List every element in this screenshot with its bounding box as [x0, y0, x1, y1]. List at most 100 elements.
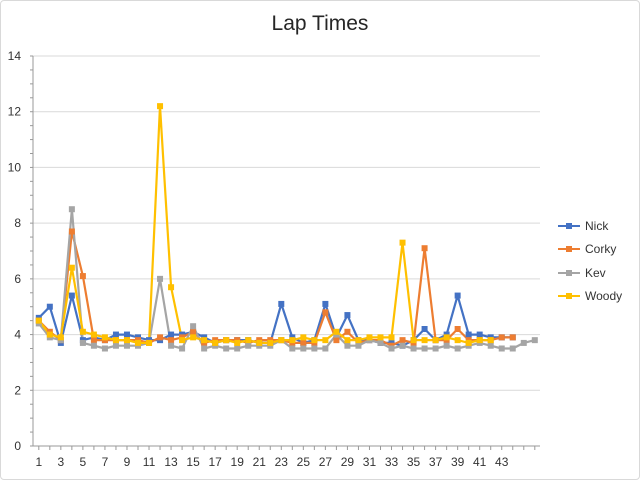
- data-point-kev: [520, 339, 527, 346]
- data-point-kev: [223, 345, 230, 352]
- data-point-corky: [168, 337, 175, 344]
- legend-swatch: [558, 268, 580, 278]
- data-point-woody: [289, 337, 296, 344]
- data-point-kev: [399, 342, 406, 349]
- data-point-woody: [388, 334, 395, 341]
- data-point-woody: [300, 334, 307, 341]
- data-point-kev: [289, 345, 296, 352]
- x-tick-label: 25: [297, 455, 311, 469]
- x-tick-label: 7: [102, 455, 109, 469]
- data-point-kev: [190, 323, 197, 330]
- data-point-corky: [344, 328, 351, 335]
- data-point-woody: [487, 337, 494, 344]
- data-point-nick: [454, 292, 461, 299]
- series-line-corky: [38, 230, 513, 347]
- legend-marker: [566, 246, 572, 253]
- y-tick-label: 6: [14, 272, 21, 286]
- x-tick-label: 19: [231, 455, 245, 469]
- data-point-kev: [509, 345, 516, 352]
- data-point-woody: [443, 334, 450, 341]
- legend-swatch: [558, 244, 580, 254]
- data-point-woody: [344, 337, 351, 344]
- x-tick-label: 39: [451, 455, 465, 469]
- data-point-kev: [101, 345, 108, 352]
- data-point-kev: [201, 345, 208, 352]
- legend-marker: [566, 222, 572, 229]
- x-tick-label: 17: [208, 455, 222, 469]
- x-tick-label: 43: [495, 455, 509, 469]
- data-point-woody: [399, 239, 406, 246]
- data-point-corky: [322, 309, 329, 316]
- x-tick-label: 37: [429, 455, 443, 469]
- data-point-woody: [79, 328, 86, 335]
- data-point-woody: [322, 337, 329, 344]
- data-point-kev: [443, 342, 450, 349]
- data-point-nick: [123, 331, 130, 338]
- data-point-corky: [157, 334, 164, 341]
- data-point-nick: [278, 300, 285, 307]
- data-point-woody: [146, 339, 153, 346]
- data-point-nick: [168, 331, 175, 338]
- x-tick-label: 23: [275, 455, 289, 469]
- data-point-kev: [487, 342, 494, 349]
- data-point-nick: [46, 303, 53, 310]
- data-point-woody: [355, 337, 362, 344]
- data-point-corky: [79, 273, 86, 280]
- data-point-woody: [311, 337, 318, 344]
- x-tick-label: 33: [385, 455, 399, 469]
- x-tick-label: 29: [341, 455, 355, 469]
- data-point-kev: [68, 206, 75, 213]
- data-point-woody: [476, 337, 483, 344]
- data-point-woody: [212, 339, 219, 346]
- data-point-woody: [46, 331, 53, 338]
- legend: Nick Corky Kev Woody: [558, 214, 638, 308]
- data-point-corky: [333, 337, 340, 344]
- legend-label: Kev: [585, 265, 606, 280]
- data-point-woody: [68, 264, 75, 271]
- data-point-woody: [157, 103, 164, 110]
- data-point-kev: [498, 345, 505, 352]
- data-point-woody: [90, 331, 97, 338]
- data-point-woody: [432, 337, 439, 344]
- data-point-kev: [388, 345, 395, 352]
- data-point-woody: [223, 337, 230, 344]
- data-point-corky: [421, 245, 428, 252]
- data-point-kev: [410, 345, 417, 352]
- legend-item-kev: Kev: [558, 261, 638, 285]
- data-point-kev: [377, 339, 384, 346]
- data-point-nick: [112, 331, 119, 338]
- data-point-kev: [454, 345, 461, 352]
- data-point-woody: [366, 334, 373, 341]
- data-point-kev: [168, 342, 175, 349]
- data-point-nick: [476, 331, 483, 338]
- data-point-woody: [101, 334, 108, 341]
- data-point-woody: [201, 337, 208, 344]
- data-point-woody: [123, 337, 130, 344]
- data-point-kev: [123, 342, 130, 349]
- data-point-corky: [498, 334, 505, 341]
- legend-marker: [566, 269, 572, 276]
- data-point-kev: [234, 345, 241, 352]
- data-point-kev: [179, 345, 186, 352]
- x-tick-label: 35: [407, 455, 421, 469]
- data-point-woody: [35, 317, 42, 324]
- data-point-nick: [465, 331, 472, 338]
- data-point-woody: [421, 337, 428, 344]
- data-point-woody: [256, 339, 263, 346]
- data-point-corky: [399, 337, 406, 344]
- data-point-corky: [90, 337, 97, 344]
- data-point-woody: [410, 337, 417, 344]
- legend-swatch: [558, 291, 580, 301]
- x-tick-label: 21: [253, 455, 267, 469]
- data-point-kev: [157, 275, 164, 282]
- data-point-kev: [245, 342, 252, 349]
- data-point-kev: [344, 342, 351, 349]
- data-point-corky: [300, 339, 307, 346]
- data-point-corky: [509, 334, 516, 341]
- y-tick-label: 0: [14, 439, 21, 453]
- data-point-nick: [344, 312, 351, 319]
- data-point-kev: [421, 345, 428, 352]
- x-tick-label: 5: [80, 455, 87, 469]
